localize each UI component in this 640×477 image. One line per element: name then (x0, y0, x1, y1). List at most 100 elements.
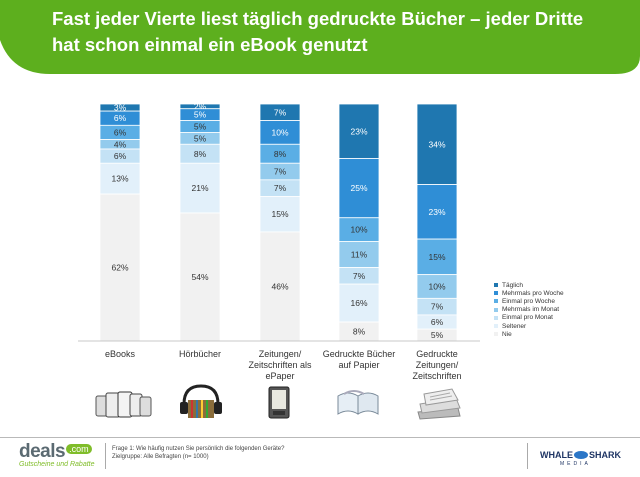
category-label-hoerbuecher: Hörbücher (152, 349, 248, 360)
data-label: 34% (428, 139, 445, 149)
data-label: 10% (271, 127, 288, 137)
legend-item-taeglich: Täglich (494, 281, 564, 289)
legend-item-mehrmals-im-monat: Mehrmals im Monat (494, 306, 564, 314)
stacked-bar-chart: 3%6%6%4%6%13%62%2%5%5%5%8%21%54%7%10%8%7… (78, 101, 480, 342)
legend-label: Nie (502, 330, 512, 338)
deals-logo-text: deals (19, 441, 66, 462)
data-label: 15% (271, 209, 288, 219)
bar-segment (416, 184, 458, 240)
data-label: 6% (431, 317, 444, 327)
category-label-line: auf Papier (338, 360, 380, 370)
data-label: 5% (194, 133, 207, 143)
deals-logo-dot: .com (66, 444, 92, 454)
category-label-ebooks: eBooks (72, 349, 168, 360)
data-label: 8% (274, 149, 287, 159)
headphones-books-icon (180, 384, 222, 418)
category-label-line: Zeitungen/ (415, 360, 459, 370)
bar-segment (179, 212, 221, 342)
category-label-line: Zeitungen/ (258, 349, 302, 359)
bars-layer: 3%6%6%4%6%13%62%2%5%5%5%8%21%54%7%10%8%7… (99, 101, 458, 342)
survey-target-group: Zielgruppe: Alle Befragten (n= 1000) (112, 454, 209, 460)
data-label: 16% (350, 298, 367, 308)
legend-swatch (494, 291, 498, 296)
legend-item-seltener: Seltener (494, 322, 564, 330)
legend-label: Täglich (502, 281, 523, 289)
footer-note: Frage 1: Wie häufig nutzen Sie persönlic… (112, 445, 284, 461)
deals-logo[interactable]: deals .com Gutscheine und Rabatte (19, 441, 99, 471)
category-label-line: Gedruckte (416, 349, 458, 359)
bar-segment (99, 193, 141, 342)
category-label-line: eBooks (104, 349, 136, 359)
data-label: 8% (194, 149, 207, 159)
category-label-line: Zeitschriften als (248, 360, 312, 370)
data-label: 7% (274, 107, 287, 117)
category-label-epaper: Zeitungen/ Zeitschriften als ePaper (232, 349, 328, 382)
data-label: 4% (114, 139, 127, 149)
legend-swatch (494, 299, 498, 304)
legend-label: Einmal pro Monat (502, 314, 553, 322)
bar-segment (416, 238, 458, 276)
legend-swatch (494, 315, 498, 320)
data-label: 6% (114, 151, 127, 161)
header-banner: Fast jeder Vierte liest täglich gedruckt… (0, 0, 640, 74)
category-label-gedruckte-zeitungen: Gedruckte Zeitungen/ Zeitschriften (389, 349, 485, 382)
data-label: 10% (428, 281, 445, 291)
legend-label: Einmal pro Woche (502, 297, 555, 305)
data-label: 8% (353, 327, 366, 337)
data-label: 11% (351, 249, 368, 259)
header-background (0, 0, 640, 74)
whaleshark-logo-media: MEDIA (560, 461, 591, 467)
data-label: 7% (353, 271, 366, 281)
data-label: 5% (194, 122, 207, 132)
data-label: 7% (274, 183, 287, 193)
data-label: 23% (428, 207, 445, 217)
legend-swatch (494, 332, 498, 337)
legend-item-einmal-pro-woche: Einmal pro Woche (494, 297, 564, 305)
data-label: 13% (111, 174, 128, 184)
data-label: 23% (350, 126, 367, 136)
legend-label: Mehrmals im Monat (502, 306, 560, 314)
legend-swatch (494, 324, 498, 329)
chart-legend: Täglich Mehrmals pro Woche Einmal pro Wo… (494, 281, 564, 338)
legend-item-einmal-pro-monat: Einmal pro Monat (494, 314, 564, 322)
data-label: 62% (111, 263, 128, 273)
legend-label: Seltener (502, 322, 527, 330)
bar-segment (338, 283, 380, 323)
data-label: 15% (428, 252, 445, 262)
tablet-devices-icon (95, 391, 152, 418)
category-label-line: Hörbücher (178, 349, 222, 359)
legend-item-nie: Nie (494, 330, 564, 338)
bar-segment (179, 162, 221, 214)
data-label: 3% (114, 103, 127, 113)
whaleshark-logo[interactable]: WHALE SHARK (540, 450, 621, 460)
data-label: 7% (274, 167, 287, 177)
bar-segment (338, 158, 380, 219)
shark-icon (574, 451, 588, 459)
data-label: 21% (191, 183, 208, 193)
open-book-icon (337, 390, 379, 415)
ereader-icon (268, 386, 290, 419)
bar-segment (259, 196, 301, 233)
data-label: 6% (114, 127, 127, 137)
category-label-line: ePaper (265, 371, 295, 381)
survey-question: Frage 1: Wie häufig nutzen Sie persönlic… (112, 446, 285, 452)
legend-label: Mehrmals pro Woche (502, 289, 564, 297)
footer-separator (105, 443, 106, 469)
legend-swatch (494, 283, 498, 288)
footer-separator (527, 443, 528, 469)
data-label: 6% (114, 113, 127, 123)
whaleshark-logo-left: WHALE (540, 450, 573, 460)
bar-segment (99, 162, 141, 195)
data-label: 10% (350, 225, 367, 235)
category-label-gedruckte-buecher: Gedruckte Bücher auf Papier (311, 349, 407, 371)
data-label: 5% (431, 330, 444, 340)
whaleshark-logo-right: SHARK (589, 450, 622, 460)
data-label: 5% (194, 110, 207, 120)
data-label: 46% (271, 281, 288, 291)
data-label: 54% (191, 272, 208, 282)
data-label: 7% (431, 302, 444, 312)
category-label-line: Gedruckte Bücher (322, 349, 396, 359)
data-label: 25% (350, 183, 367, 193)
legend-item-mehrmals-pro-woche: Mehrmals pro Woche (494, 289, 564, 297)
legend-swatch (494, 307, 498, 312)
